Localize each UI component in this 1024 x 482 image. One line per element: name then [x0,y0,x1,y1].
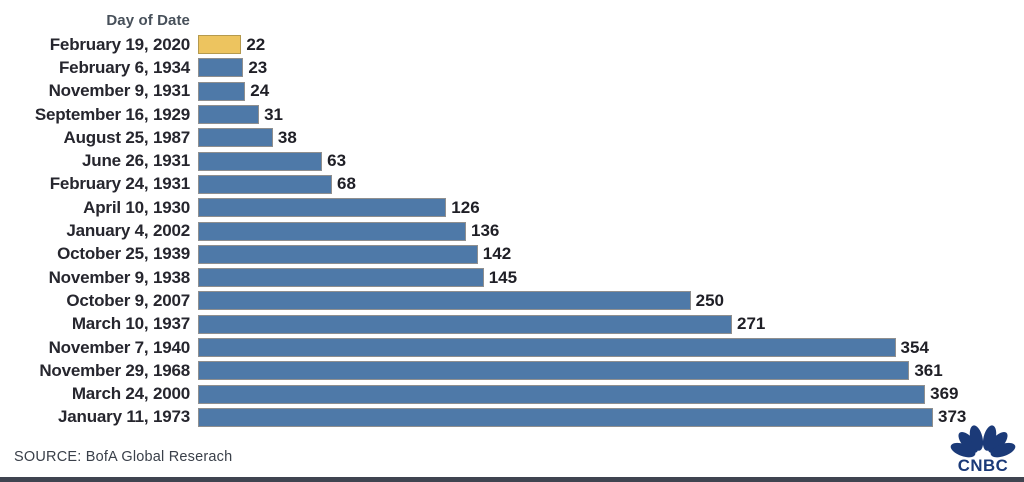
value-label: 31 [264,104,283,124]
bar [198,221,466,241]
bar [198,361,910,381]
bar-highlighted [198,35,242,55]
category-label: August 25, 1987 [63,127,191,147]
value-label: 145 [488,267,518,287]
chart-row: November 9, 1931 24 [0,80,1024,103]
bar [198,314,732,334]
category-label: January 4, 2002 [66,221,190,241]
bar-track: 373 [198,407,1024,427]
bar-chart: Day of Date February 19, 2020 22 February … [0,12,1024,429]
value-label: 373 [938,407,967,427]
category-label: October 25, 1939 [57,244,190,264]
bar [198,81,246,101]
bar [198,198,447,218]
chart-row: February 6, 1934 23 [0,56,1024,79]
category-label: October 9, 2007 [66,290,190,310]
source-credit: SOURCE: BofA Global Reserach [14,449,233,465]
bar-track: 369 [198,384,1024,404]
chart-row: October 25, 1939 142 [0,243,1024,266]
value-label: 271 [737,314,766,334]
bar-track: 22 [198,35,1024,55]
chart-row: September 16, 1929 31 [0,103,1024,126]
category-label: March 24, 2000 [71,384,190,404]
category-label: April 10, 1930 [83,197,190,217]
value-label: 68 [336,174,356,194]
value-label: 354 [900,337,929,357]
chart-row: February 24, 1931 68 [0,173,1024,196]
value-label: 22 [246,34,266,54]
bottom-border-bar [0,477,1024,482]
bar-track: 142 [198,244,1024,264]
bar-track: 126 [198,198,1024,218]
value-label: 23 [248,57,268,77]
bar [198,291,691,311]
value-label: 369 [930,384,959,404]
chart-row: November 9, 1938 145 [0,266,1024,289]
value-label: 142 [482,244,512,264]
bar-track: 31 [198,105,1024,125]
category-label: February 6, 1934 [59,57,190,77]
category-label: January 11, 1973 [58,407,190,427]
chart-rows: February 19, 2020 22 February 6, 1934 23 Nov… [0,33,1024,429]
value-label: 250 [695,290,724,310]
value-label: 63 [327,151,347,171]
category-label: February 19, 2020 [49,34,190,54]
category-label: September 16, 1929 [34,104,190,124]
chart-row: August 25, 1987 38 [0,126,1024,149]
category-label: March 10, 1937 [71,314,190,334]
bar [198,58,244,78]
chart-row: November 29, 1968 361 [0,359,1024,382]
value-label: 136 [470,221,500,241]
value-label: 38 [277,127,297,147]
bar [198,268,484,288]
bar-track: 271 [198,314,1024,334]
chart-row: November 7, 1940 354 [0,336,1024,359]
value-label: 126 [451,197,480,217]
bar [198,407,933,427]
chart-row: October 9, 2007 250 [0,289,1024,312]
bar-track: 361 [198,361,1024,381]
bar-track: 250 [198,291,1024,311]
bar [198,384,926,404]
bar-track: 354 [198,338,1024,358]
cnbc-peacock-icon: CNBC [950,425,1016,473]
bar [198,244,478,264]
category-label: November 29, 1968 [39,360,190,380]
category-label: November 7, 1940 [48,337,191,357]
chart-row: June 26, 1931 63 [0,149,1024,172]
bar [198,151,323,171]
chart-row: February 19, 2020 22 [0,33,1024,56]
bar [198,338,896,357]
bar-track: 24 [198,81,1024,101]
chart-title: Day of Date [106,12,190,29]
bar-track: 63 [198,151,1024,171]
bar [198,128,273,148]
category-label: November 9, 1931 [48,81,191,101]
bar-track: 23 [198,58,1024,78]
chart-row: January 11, 1973 373 [0,406,1024,429]
category-label: June 26, 1931 [82,151,190,171]
bar-track: 145 [198,268,1024,288]
value-label: 361 [914,360,943,380]
bar-track: 136 [198,221,1024,241]
bar-track: 68 [198,174,1024,194]
value-label: 24 [250,81,270,101]
chart-row: April 10, 1930 126 [0,196,1024,219]
bar-track: 38 [198,128,1024,148]
chart-row: March 10, 1937 271 [0,313,1024,336]
category-label: November 9, 1938 [48,267,191,287]
cnbc-logo-text: CNBC [958,456,1008,473]
category-label: February 24, 1931 [49,174,190,194]
chart-row: March 24, 2000 369 [0,382,1024,405]
bar [198,174,332,194]
bar [198,105,260,125]
chart-row: January 4, 2002 136 [0,219,1024,242]
